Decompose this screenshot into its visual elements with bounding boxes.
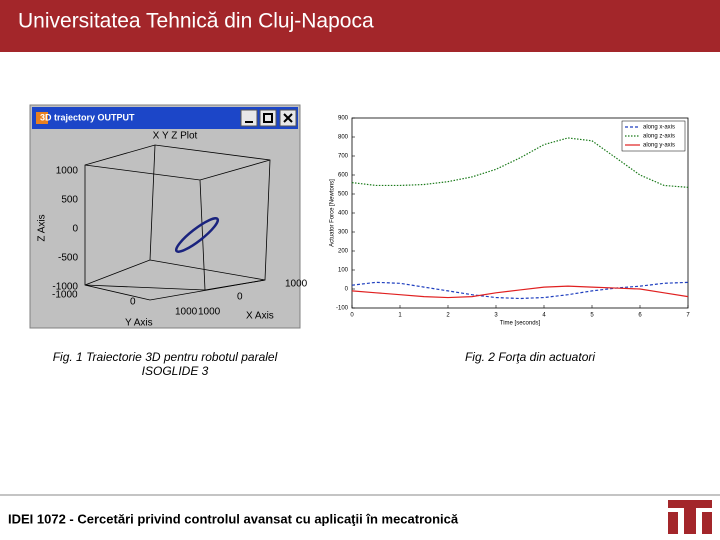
bottom-tick-label: 1000 [285, 279, 308, 290]
x-tick-label: 7 [686, 313, 690, 319]
header-bar [0, 0, 720, 52]
y-tick-label: 700 [338, 154, 349, 160]
y-tick-label: 300 [338, 230, 349, 236]
bottom-tick-label: 0 [130, 297, 136, 308]
bottom-tick-label: -1000 [52, 290, 78, 301]
y-tick-label: 900 [338, 116, 349, 122]
z-tick-label: -1000 [52, 282, 78, 293]
y-tick-label: 0 [345, 287, 349, 293]
window-title: 3D trajectory OUTPUT [40, 112, 135, 122]
z-tick-label: 500 [61, 195, 78, 206]
x-axis-label: Time [seconds] [500, 321, 541, 327]
legend-label: along x-axis [643, 125, 675, 131]
y-tick-label: 800 [338, 135, 349, 141]
bottom-tick-label: 1000 [198, 307, 221, 318]
y-tick-label: 200 [338, 249, 349, 255]
y-tick-label: 400 [338, 211, 349, 217]
figure1-window [29, 104, 301, 329]
x-tick-label: 6 [638, 313, 642, 319]
figure1-caption: ISOGLIDE 3 [142, 364, 209, 378]
x-tick-label: 1 [398, 313, 402, 319]
x-tick-label: 4 [542, 313, 546, 319]
bottom-tick-label: 0 [237, 292, 243, 303]
x-tick-label: 5 [590, 313, 594, 319]
series-line [351, 281, 689, 300]
z-tick-label: 0 [72, 224, 78, 235]
z-axis-label: Z Axis [37, 214, 48, 241]
bottom-tick-label: 1000 [175, 307, 198, 318]
y-axis-label: Y Axis [125, 318, 153, 329]
series-line [351, 137, 689, 188]
y-tick-label: -100 [336, 306, 349, 312]
x-axis-label: X Axis [246, 311, 274, 322]
z-tick-label: -500 [58, 253, 78, 264]
footer-text: IDEI 1072 - Cercetări privind controlul … [8, 511, 459, 526]
logo [668, 500, 712, 534]
legend-label: along z-axis [643, 134, 675, 140]
z-tick-label: 1000 [56, 166, 79, 177]
y-tick-label: 600 [338, 173, 349, 179]
figure1-caption: Fig. 1 Traiectorie 3D pentru robotul par… [53, 350, 278, 364]
header-title: Universitatea Tehnică din Cluj-Napoca [18, 10, 374, 33]
y-tick-label: 500 [338, 192, 349, 198]
figure2-caption: Fig. 2 Forţa din actuatori [465, 350, 595, 364]
plot-title: X Y Z Plot [153, 131, 198, 142]
series-line [351, 285, 689, 299]
x-tick-label: 0 [350, 313, 354, 319]
y-axis-label: Actuator Force [Newtons] [330, 179, 336, 247]
y-tick-label: 100 [338, 268, 349, 274]
legend-label: along y-axis [643, 143, 675, 149]
x-tick-label: 3 [494, 313, 498, 319]
x-tick-label: 2 [446, 313, 450, 319]
